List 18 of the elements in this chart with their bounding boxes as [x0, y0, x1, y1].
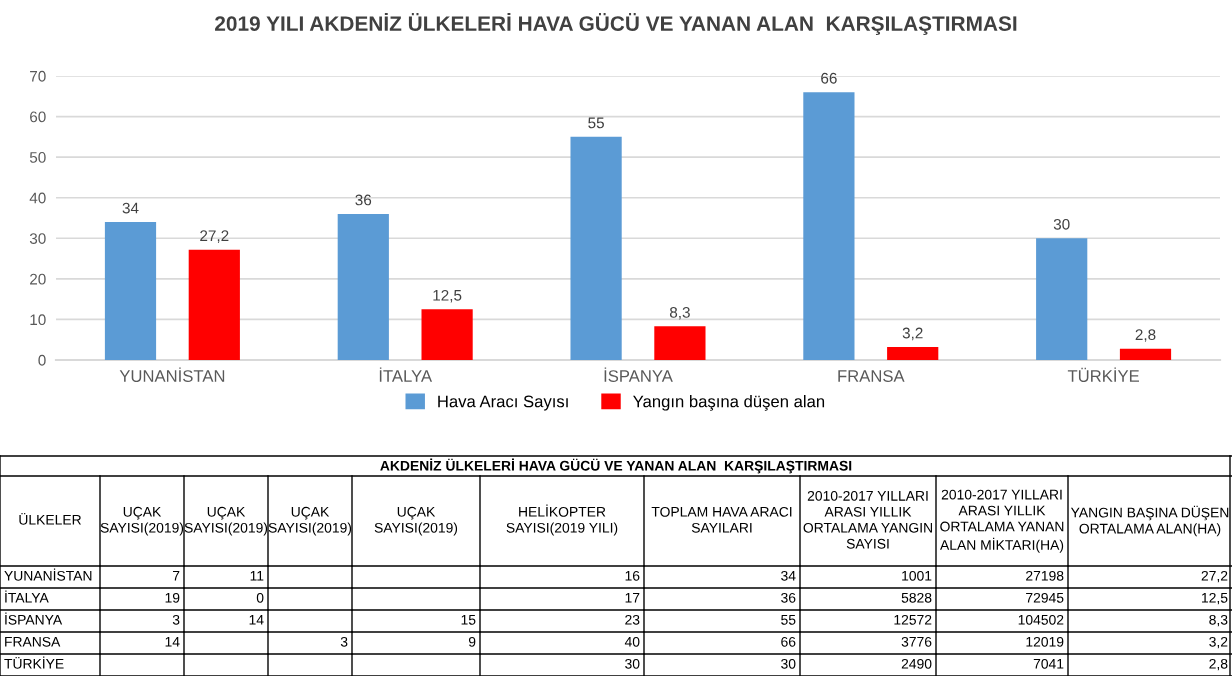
bar: [1119, 348, 1172, 360]
x-tick-label: TÜRKİYE: [1067, 367, 1139, 382]
bar: [104, 222, 157, 360]
bar: [654, 326, 706, 360]
bar: [337, 213, 389, 360]
x-tick-label: YUNANİSTAN: [119, 367, 225, 382]
bar: [421, 309, 473, 360]
chart-title: 2019 YILI AKDENİZ ÜLKELERİ HAVA GÜCÜ VE YANAN ALAN KARŞILAŞTIRMASI: [215, 12, 1017, 36]
bar: [570, 136, 622, 360]
bar: [1036, 238, 1088, 360]
x-tick-label: İTALYA: [379, 367, 433, 382]
x-tick-label: İSPANYA: [604, 367, 673, 382]
bar: [803, 92, 855, 360]
legend-label: Yangın başına düşen alan: [633, 395, 825, 411]
bar: [887, 347, 939, 360]
x-tick-label: FRANSA: [838, 370, 905, 382]
bar: [188, 249, 240, 360]
legend-label: Hava Aracı Sayısı: [438, 395, 568, 411]
